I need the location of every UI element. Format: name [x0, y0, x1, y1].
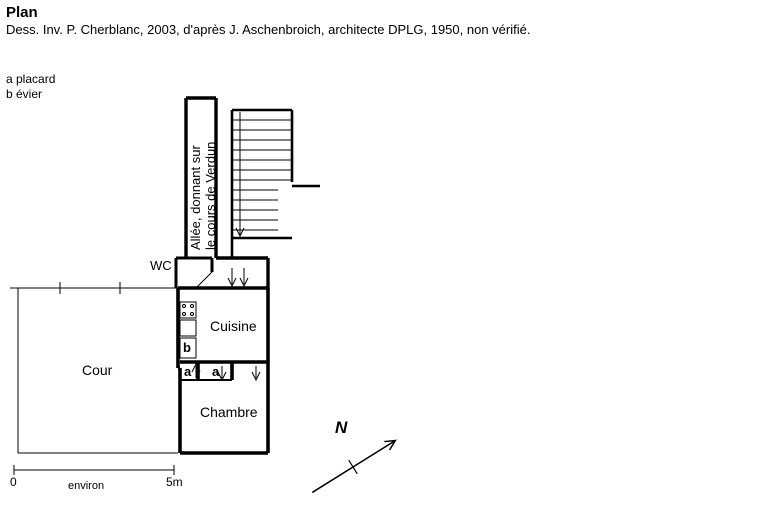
- floor-plan: [0, 0, 767, 512]
- scale-zero: 0: [10, 475, 17, 489]
- label-cuisine: Cuisine: [210, 318, 257, 334]
- label-wc: WC: [150, 258, 172, 273]
- marker-a1: a: [184, 364, 191, 379]
- marker-b: b: [183, 340, 191, 355]
- scale-five: 5m: [166, 475, 183, 489]
- north-letter: N: [335, 418, 347, 438]
- marker-a2: a: [212, 364, 219, 379]
- label-cour: Cour: [82, 362, 112, 378]
- label-chambre: Chambre: [200, 404, 258, 420]
- label-allee-2: le cours de Verdun: [203, 100, 218, 250]
- label-allee-1: Allée, donnant sur: [188, 100, 203, 250]
- scale-approx: environ: [68, 480, 104, 492]
